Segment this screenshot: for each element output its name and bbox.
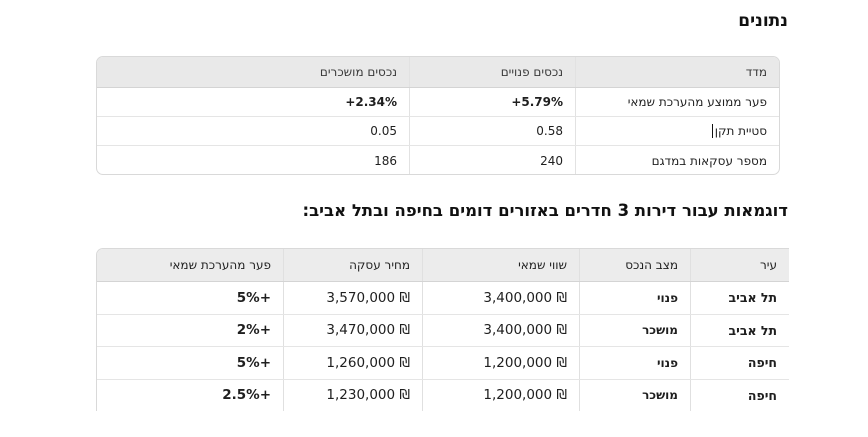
deal-price-cell: ₪ 3,470,000	[284, 314, 423, 346]
table-header-row: עיר מצב הנכס שווי שמאי מחיר עסקה פער מהע…	[97, 249, 789, 282]
state-cell: מושכר	[580, 314, 691, 346]
appraised-value-cell: ₪ 3,400,000	[423, 282, 580, 314]
state-cell: פנוי	[580, 347, 691, 379]
appraised-value-cell: ₪ 3,400,000	[423, 314, 580, 346]
city-cell: חיפה	[747, 355, 777, 371]
section-title-data: נתונים	[738, 11, 788, 31]
table-header-row: מדד נכסים פנויים נכסים מושכרים	[97, 57, 779, 88]
table-row: מספר עסקאות במדגם 240 186	[97, 146, 779, 174]
gap-cell: +5%	[97, 282, 284, 314]
table-row: תל אביב פנוי ₪ 3,400,000 ₪ 3,570,000 +5%	[97, 282, 789, 315]
vacant-value-cell: 240	[410, 146, 576, 174]
rented-value-cell: +2.34%	[97, 88, 410, 116]
table-row: סטיית תקן 0.58 0.05	[97, 117, 779, 146]
metric-label: סטיית תקן	[714, 124, 767, 138]
city-cell: חיפה	[747, 387, 777, 403]
column-header-city: עיר	[760, 258, 777, 272]
column-header-appraised-value: שווי שמאי	[423, 249, 580, 281]
text-cursor	[711, 124, 713, 138]
table-row: פער ממוצע מהערכת שמאי +5.79% +2.34%	[97, 88, 779, 117]
column-header-deal-price: מחיר עסקה	[284, 249, 423, 281]
metric-cell: מספר עסקאות במדגם	[651, 153, 767, 168]
rented-value-cell: 0.05	[97, 117, 410, 145]
state-cell: מושכר	[580, 379, 691, 411]
appraised-value-cell: ₪ 1,200,000	[423, 347, 580, 379]
table-row: תל אביב מושכר ₪ 3,400,000 ₪ 3,470,000 +2…	[97, 314, 789, 347]
examples-table: עיר מצב הנכס שווי שמאי מחיר עסקה פער מהע…	[96, 248, 789, 411]
table-row: חיפה פנוי ₪ 1,200,000 ₪ 1,260,000 +5%	[97, 347, 789, 380]
city-cell: תל אביב	[728, 290, 777, 306]
gap-cell: +2%	[97, 314, 284, 346]
rented-value-cell: 186	[97, 146, 410, 174]
state-cell: פנוי	[580, 282, 691, 314]
column-header-vacant: נכסים פנויים	[410, 57, 576, 87]
deal-price-cell: ₪ 1,260,000	[284, 347, 423, 379]
city-cell: תל אביב	[728, 322, 777, 338]
gap-cell: +5%	[97, 347, 284, 379]
metric-cell: פער ממוצע מהערכת שמאי	[627, 95, 767, 109]
vacant-value-cell: +5.79%	[410, 88, 576, 116]
section-title-examples: דוגמאות עבור דירות 3 חדרים באזורים דומים…	[302, 201, 788, 220]
column-header-metric: מדד	[745, 65, 767, 79]
metric-cell[interactable]: סטיית תקן	[576, 117, 779, 145]
column-header-appraisal-gap: פער מהערכת שמאי	[97, 249, 284, 281]
column-header-rented: נכסים מושכרים	[97, 57, 410, 87]
table-row: חיפה מושכר ₪ 1,200,000 ₪ 1,230,000 +2.5%	[97, 379, 789, 411]
gap-cell: +2.5%	[97, 379, 284, 411]
appraised-value-cell: ₪ 1,200,000	[423, 379, 580, 411]
vacant-value-cell: 0.58	[410, 117, 576, 145]
column-header-property-state: מצב הנכס	[580, 249, 691, 281]
deal-price-cell: ₪ 3,570,000	[284, 282, 423, 314]
deal-price-cell: ₪ 1,230,000	[284, 379, 423, 411]
statistics-table: מדד נכסים פנויים נכסים מושכרים פער ממוצע…	[96, 56, 780, 175]
